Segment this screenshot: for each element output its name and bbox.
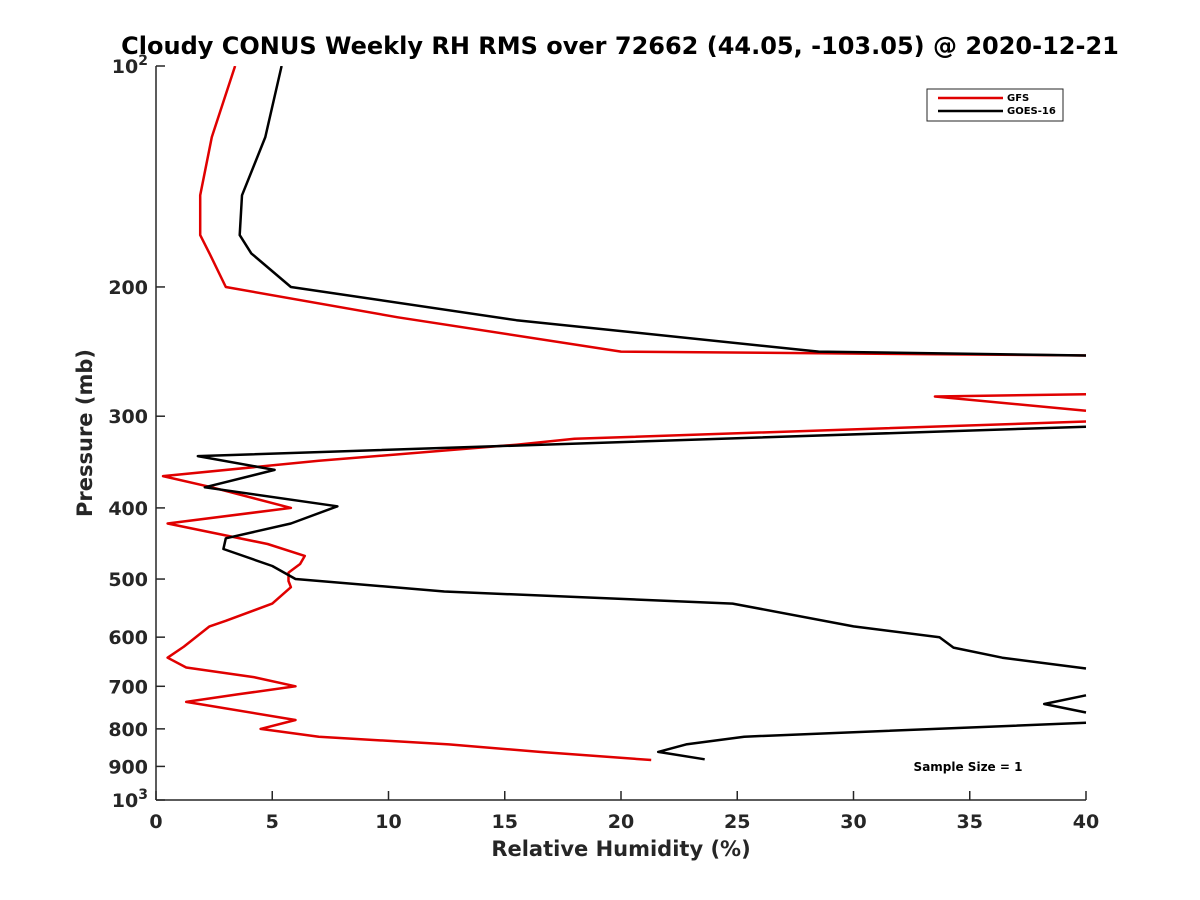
x-tick-label: 30 [840,811,866,833]
plot-area: 0 5 10 15 20 25 30 35 40 102 200 300 400 500 600 700 80… [108,53,1099,833]
legend-label-goes16: GOES-16 [1007,106,1056,117]
y-ticks: 102 200 300 400 500 600 700 800 900 103 [108,53,165,812]
legend-label-gfs: GFS [1007,93,1029,104]
y-tick-label: 102 [112,53,148,78]
y-tick-label: 800 [108,719,148,741]
sample-size-annotation: Sample Size = 1 [914,760,1023,774]
series-line-goes16 [196,66,1087,761]
x-tick-label: 35 [957,811,983,833]
y-tick-label: 400 [108,498,148,520]
y-tick-label: 700 [108,676,148,698]
plot-background [156,66,1086,800]
x-tick-label: 0 [149,811,162,833]
x-tick-label: 5 [266,811,279,833]
legend: GFS GOES-16 [926,88,1064,122]
legend-box [926,88,1064,122]
chart-title: Cloudy CONUS Weekly RH RMS over 72662 (4… [121,32,1119,60]
y-tick-label: 900 [108,756,148,778]
x-axis-label: Relative Humidity (%) [491,837,750,861]
series-line-gfs [161,66,1087,762]
y-tick-label: 500 [108,569,148,591]
y-tick-label: 103 [112,787,148,812]
x-ticks: 0 5 10 15 20 25 30 35 40 [149,791,1099,833]
y-tick-label: 300 [108,406,148,428]
y-tick-label: 200 [108,277,148,299]
x-tick-label: 40 [1073,811,1099,833]
x-tick-label: 20 [608,811,634,833]
x-tick-label: 15 [492,811,518,833]
x-tick-label: 25 [724,811,750,833]
series-layer [161,66,1087,762]
x-tick-label: 10 [375,811,401,833]
y-tick-label: 600 [108,627,148,649]
y-axis-label: Pressure (mb) [73,349,97,517]
